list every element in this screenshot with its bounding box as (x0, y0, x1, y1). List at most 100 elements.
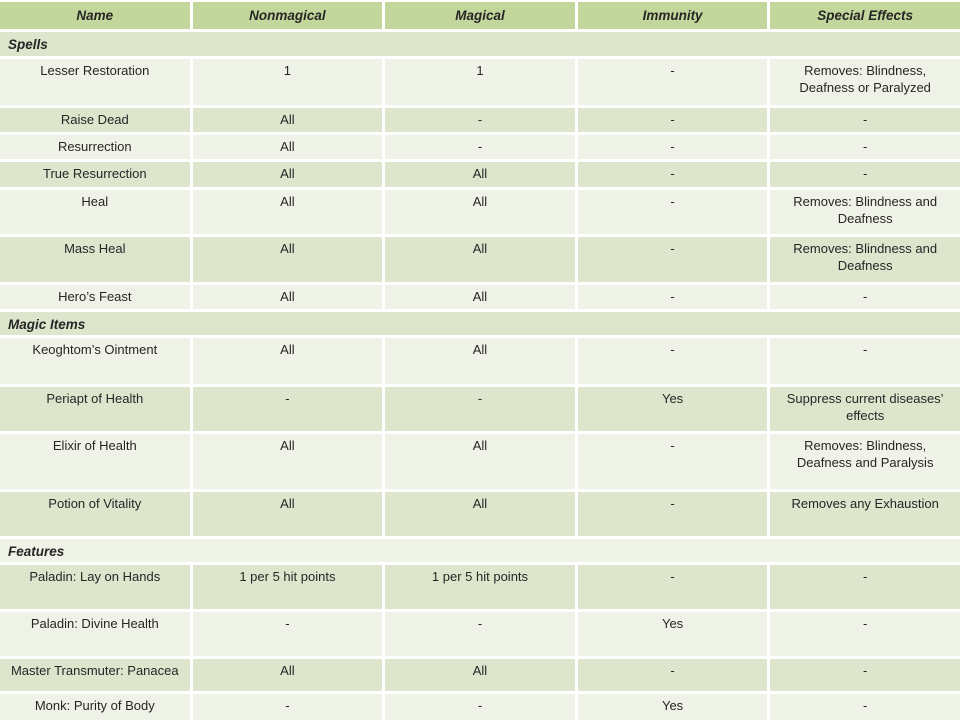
cell-magical: All (385, 237, 575, 282)
table-row: Heal All All - Removes: Blindness and Deafne… (0, 190, 960, 234)
cell-immunity: - (577, 434, 768, 489)
cell-magical: All (385, 285, 575, 309)
cell-immunity: - (577, 659, 768, 691)
cell-name: Potion of Vitality (0, 492, 190, 536)
cell-name: Periapt of Health (0, 387, 190, 431)
cell-nonmagical: All (192, 338, 383, 384)
cell-special-effects: - (770, 162, 960, 187)
section-row: Magic Items (0, 312, 960, 335)
section-row: Spells (0, 32, 960, 56)
table-row: True Resurrection All All - - (0, 162, 960, 187)
cell-name: Master Transmuter: Panacea (0, 659, 190, 691)
cell-special-effects: Removes: Blindness and Deafness (770, 237, 960, 282)
cell-immunity: - (577, 162, 768, 187)
cell-special-effects: - (770, 108, 960, 132)
cell-magical: 1 per 5 hit points (385, 565, 575, 609)
cell-special-effects: Removes: Blindness, Deafness and Paralys… (770, 434, 960, 489)
cell-name: Raise Dead (0, 108, 190, 132)
cell-immunity: Yes (577, 612, 768, 656)
cell-name: Elixir of Health (0, 434, 190, 489)
cell-name: Mass Heal (0, 237, 190, 282)
cell-special-effects: - (770, 565, 960, 609)
table-row: Lesser Restoration 1 1- Removes: Blindness,… (0, 59, 960, 105)
table-row: Periapt of Health - - Yes Suppress current d… (0, 387, 960, 431)
table-row: Keoghtom’s Ointment All All - - (0, 338, 960, 384)
column-header-special-effects: Special Effects (770, 2, 960, 29)
cell-immunity: - (577, 338, 768, 384)
cell-magical: All (385, 162, 575, 187)
section-row: Features (0, 539, 960, 562)
cell-special-effects: Suppress current diseases’ effects (770, 387, 960, 431)
cell-special-effects: - (770, 135, 960, 159)
cell-magical: - (385, 108, 575, 132)
cell-magical: All (385, 190, 575, 234)
cell-nonmagical: All (192, 108, 383, 132)
cell-magical: - (385, 612, 575, 656)
cell-name: Paladin: Divine Health (0, 612, 190, 656)
cell-nonmagical: - (192, 612, 383, 656)
cell-immunity: - (577, 492, 768, 536)
cell-magical: - (385, 135, 575, 159)
cell-special-effects: Removes any Exhaustion (770, 492, 960, 536)
cell-special-effects: - (770, 285, 960, 309)
cell-immunity: - (577, 108, 768, 132)
cell-special-effects: Removes: Blindness and Deafness (770, 190, 960, 234)
cell-name: Lesser Restoration (0, 59, 190, 105)
cell-special-effects: - (770, 659, 960, 691)
table-row: Elixir of Health All All - Removes: Blindnes… (0, 434, 960, 489)
table-header-row: Name Nonmagical Magical Immunity Special… (0, 2, 960, 29)
cell-magical: All (385, 492, 575, 536)
cell-immunity: Yes (577, 694, 768, 720)
cell-name: True Resurrection (0, 162, 190, 187)
cell-magical: All (385, 659, 575, 691)
cell-name: Keoghtom’s Ointment (0, 338, 190, 384)
cell-nonmagical: - (192, 387, 383, 431)
table-row: Paladin: Divine Health - - Yes - (0, 612, 960, 656)
cell-nonmagical: All (192, 162, 383, 187)
cell-nonmagical: - (192, 694, 383, 720)
cell-immunity: - (577, 237, 768, 282)
cell-nonmagical: All (192, 285, 383, 309)
cell-magical: - (385, 387, 575, 431)
cell-special-effects: Removes: Blindness, Deafness or Paralyze… (770, 59, 960, 105)
cell-name: Paladin: Lay on Hands (0, 565, 190, 609)
cell-nonmagical: All (192, 434, 383, 489)
table-row: Potion of Vitality All All - Removes any Exh… (0, 492, 960, 536)
cell-immunity: - (577, 135, 768, 159)
cell-special-effects: - (770, 338, 960, 384)
cell-immunity: - (577, 190, 768, 234)
column-header-nonmagical: Nonmagical (192, 2, 383, 29)
cell-immunity: - (577, 59, 768, 105)
cell-immunity: Yes (577, 387, 768, 431)
cell-nonmagical: 1 per 5 hit points (192, 565, 383, 609)
cell-nonmagical: All (192, 237, 383, 282)
column-header-immunity: Immunity (577, 2, 768, 29)
table-row: Mass Heal All All - Removes: Blindness and D… (0, 237, 960, 282)
section-label: Spells (0, 32, 960, 56)
cell-nonmagical: All (192, 190, 383, 234)
table-row: Hero’s Feast All All - - (0, 285, 960, 309)
cell-immunity: - (577, 565, 768, 609)
cell-nonmagical: All (192, 135, 383, 159)
table-row: Raise Dead All - - - (0, 108, 960, 132)
cell-name: Hero’s Feast (0, 285, 190, 309)
column-header-name: Name (0, 2, 190, 29)
cell-nonmagical: 1 (192, 59, 383, 105)
table-row: Paladin: Lay on Hands 1 per 5 hit points 1… (0, 565, 960, 609)
cell-immunity: - (577, 285, 768, 309)
cell-name: Monk: Purity of Body (0, 694, 190, 720)
cell-magical: All (385, 338, 575, 384)
cell-magical: 1 (385, 59, 575, 105)
cell-magical: - (385, 694, 575, 720)
section-label: Magic Items (0, 312, 960, 335)
table-row: Master Transmuter: Panacea All All - - (0, 659, 960, 691)
table-row: Monk: Purity of Body - - Yes - (0, 694, 960, 720)
cell-name: Heal (0, 190, 190, 234)
cell-nonmagical: All (192, 659, 383, 691)
cell-special-effects: - (770, 694, 960, 720)
column-header-magical: Magical (385, 2, 575, 29)
cell-nonmagical: All (192, 492, 383, 536)
table-row: Resurrection All - - - (0, 135, 960, 159)
cell-name: Resurrection (0, 135, 190, 159)
